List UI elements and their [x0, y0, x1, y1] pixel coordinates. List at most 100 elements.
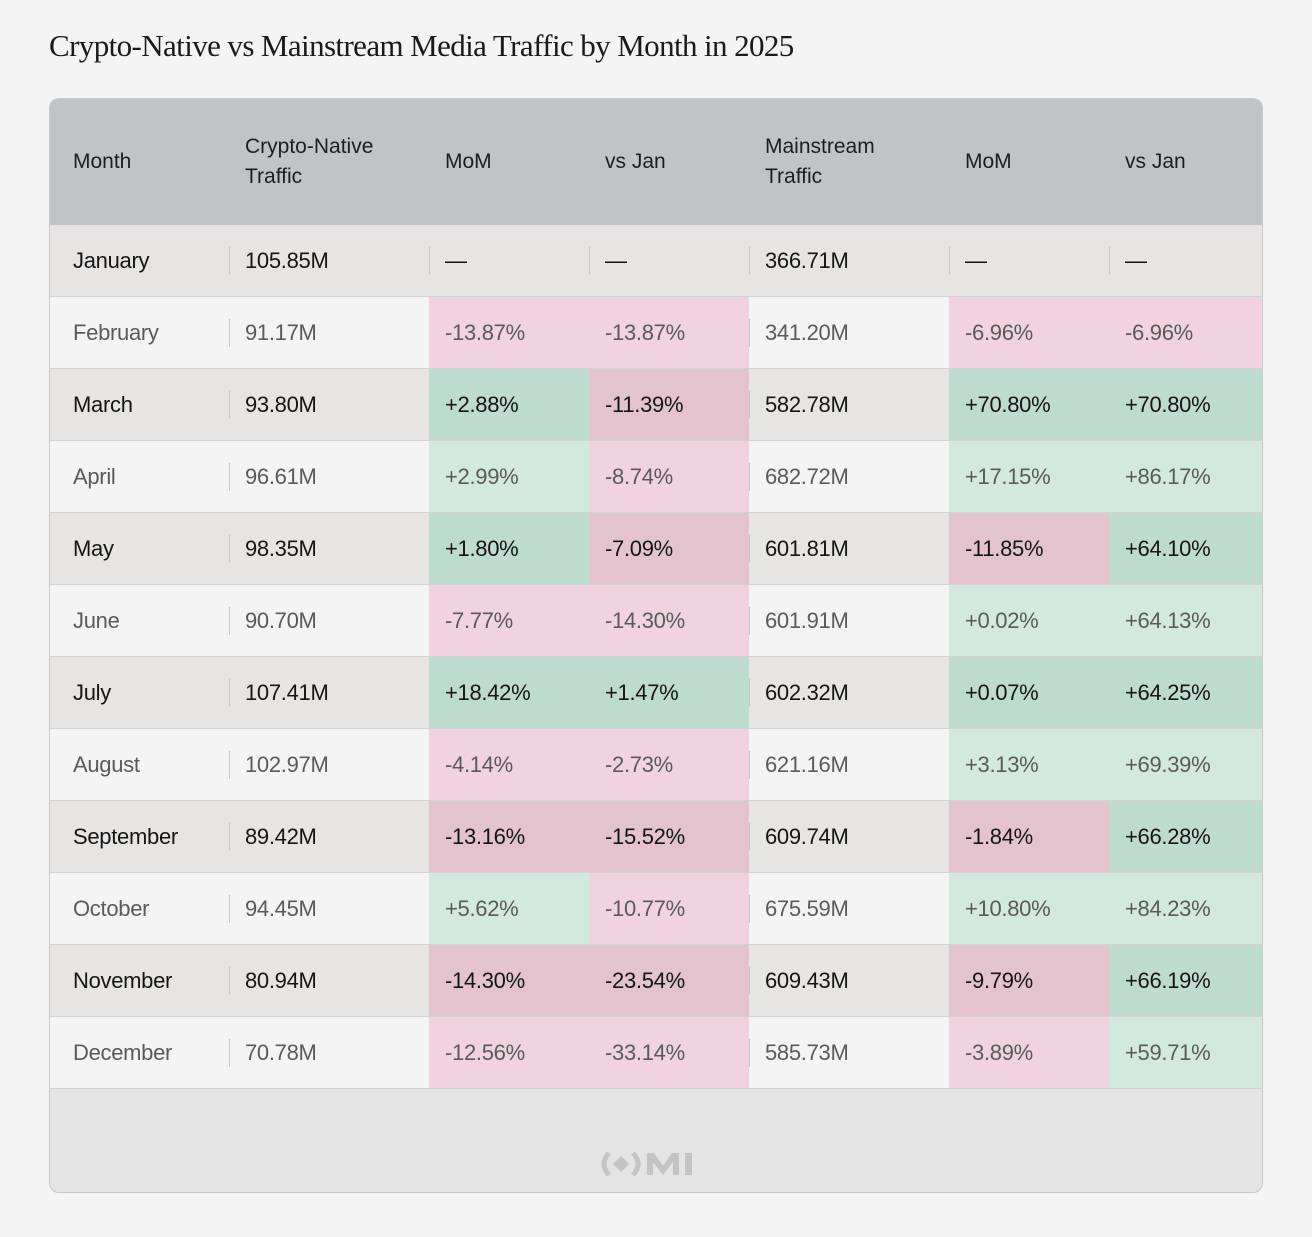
value-cell: 96.61M	[229, 440, 429, 513]
value-cell: -3.89%	[949, 1016, 1109, 1089]
value-cell: 609.43M	[749, 944, 949, 1017]
value-cell: —	[589, 225, 749, 297]
value-cell: +64.13%	[1109, 584, 1262, 657]
value-cell: 341.20M	[749, 296, 949, 369]
table-card: Month Crypto-Native Traffic MoM vs Jan Mains…	[49, 98, 1263, 1193]
month-cell: June	[50, 584, 229, 657]
value-cell: 93.80M	[229, 368, 429, 441]
value-cell: 602.32M	[749, 656, 949, 729]
value-cell: -10.77%	[589, 872, 749, 945]
value-cell: +84.23%	[1109, 872, 1262, 945]
value-cell: 102.97M	[229, 728, 429, 801]
table-row: July 107.41M +18.42% +1.47% 602.32M +0.07% +64…	[50, 656, 1262, 729]
table-row: October 94.45M +5.62% -10.77% 675.59M +10.80%…	[50, 872, 1262, 945]
value-cell: +66.28%	[1109, 800, 1262, 873]
table-row: March 93.80M +2.88% -11.39% 582.78M +70.80% +7…	[50, 368, 1262, 441]
title: Crypto-Native vs Mainstream Media Traffi…	[49, 28, 794, 63]
value-cell: +1.80%	[429, 512, 589, 585]
value-cell: 105.85M	[229, 225, 429, 297]
logo-i	[685, 1153, 692, 1175]
column-header: vs Jan	[589, 99, 749, 225]
month-cell: April	[50, 440, 229, 513]
column-header: vs Jan	[1109, 99, 1262, 225]
value-cell: 609.74M	[749, 800, 949, 873]
value-cell: -6.96%	[949, 296, 1109, 369]
value-cell: -12.56%	[429, 1016, 589, 1089]
value-cell: -7.09%	[589, 512, 749, 585]
value-cell: 89.42M	[229, 800, 429, 873]
value-cell: -14.30%	[429, 944, 589, 1017]
logo-paren-left	[601, 1151, 611, 1177]
value-cell: 80.94M	[229, 944, 429, 1017]
value-cell: -8.74%	[589, 440, 749, 513]
value-cell: +70.80%	[1109, 368, 1262, 441]
month-cell: October	[50, 872, 229, 945]
table-row: January 105.85M — —366.71M — —	[50, 225, 1262, 297]
logo-paren-right	[631, 1151, 641, 1177]
value-cell: 601.81M	[749, 512, 949, 585]
table-row: February 91.17M -13.87% -13.87% 341.20M -6.96…	[50, 296, 1262, 369]
value-cell: -13.87%	[429, 296, 589, 369]
table-body: January 105.85M — —366.71M — — February 91.17M -…	[50, 225, 1262, 1089]
value-cell: 90.70M	[229, 584, 429, 657]
month-cell: March	[50, 368, 229, 441]
header-row: Month Crypto-Native Traffic MoM vs Jan Mains…	[50, 99, 1262, 225]
value-cell: -11.85%	[949, 512, 1109, 585]
table-row: May 98.35M +1.80% -7.09% 601.81M -11.85% +64.1…	[50, 512, 1262, 585]
value-cell: 107.41M	[229, 656, 429, 729]
value-cell: —	[1109, 225, 1262, 297]
logo-m	[647, 1153, 679, 1175]
value-cell: +10.80%	[949, 872, 1109, 945]
month-cell: February	[50, 296, 229, 369]
column-header: Crypto-Native Traffic	[229, 99, 429, 225]
value-cell: 601.91M	[749, 584, 949, 657]
value-cell: +1.47%	[589, 656, 749, 729]
value-cell: -33.14%	[589, 1016, 749, 1089]
value-cell: +70.80%	[949, 368, 1109, 441]
value-cell: -7.77%	[429, 584, 589, 657]
value-cell: +2.99%	[429, 440, 589, 513]
value-cell: -23.54%	[589, 944, 749, 1017]
month-cell: December	[50, 1016, 229, 1089]
value-cell: -2.73%	[589, 728, 749, 801]
value-cell: 70.78M	[229, 1016, 429, 1089]
value-cell: 582.78M	[749, 368, 949, 441]
month-cell: January	[50, 225, 229, 297]
table-row: September 89.42M -13.16% -15.52% 609.74M -1.8…	[50, 800, 1262, 873]
value-cell: -1.84%	[949, 800, 1109, 873]
value-cell: —	[429, 225, 589, 297]
table-row: August 102.97M -4.14% -2.73% 621.16M +3.13% +6…	[50, 728, 1262, 801]
table-head: Month Crypto-Native Traffic MoM vs Jan Mains…	[50, 99, 1262, 225]
value-cell: -13.87%	[589, 296, 749, 369]
logo	[601, 1151, 692, 1177]
value-cell: 621.16M	[749, 728, 949, 801]
logo-diamond	[613, 1156, 629, 1172]
table-row: June 90.70M -7.77% -14.30% 601.91M +0.02% +64.…	[50, 584, 1262, 657]
column-header: Mainstream Traffic	[749, 99, 949, 225]
value-cell: +3.13%	[949, 728, 1109, 801]
table-row: December 70.78M -12.56% -33.14% 585.73M -3.89…	[50, 1016, 1262, 1089]
value-cell: 91.17M	[229, 296, 429, 369]
month-cell: September	[50, 800, 229, 873]
value-cell: -6.96%	[1109, 296, 1262, 369]
value-cell: -14.30%	[589, 584, 749, 657]
value-cell: +0.07%	[949, 656, 1109, 729]
value-cell: +0.02%	[949, 584, 1109, 657]
value-cell: +17.15%	[949, 440, 1109, 513]
table-row: November 80.94M -14.30% -23.54% 609.43M -9.79…	[50, 944, 1262, 1017]
value-cell: -4.14%	[429, 728, 589, 801]
value-cell: +64.10%	[1109, 512, 1262, 585]
value-cell: -9.79%	[949, 944, 1109, 1017]
month-cell: May	[50, 512, 229, 585]
value-cell: -13.16%	[429, 800, 589, 873]
value-cell: +69.39%	[1109, 728, 1262, 801]
value-cell: +66.19%	[1109, 944, 1262, 1017]
value-cell: +18.42%	[429, 656, 589, 729]
column-header: MoM	[429, 99, 589, 225]
value-cell: —	[949, 225, 1109, 297]
value-cell: 682.72M	[749, 440, 949, 513]
value-cell: +5.62%	[429, 872, 589, 945]
value-cell: +64.25%	[1109, 656, 1262, 729]
